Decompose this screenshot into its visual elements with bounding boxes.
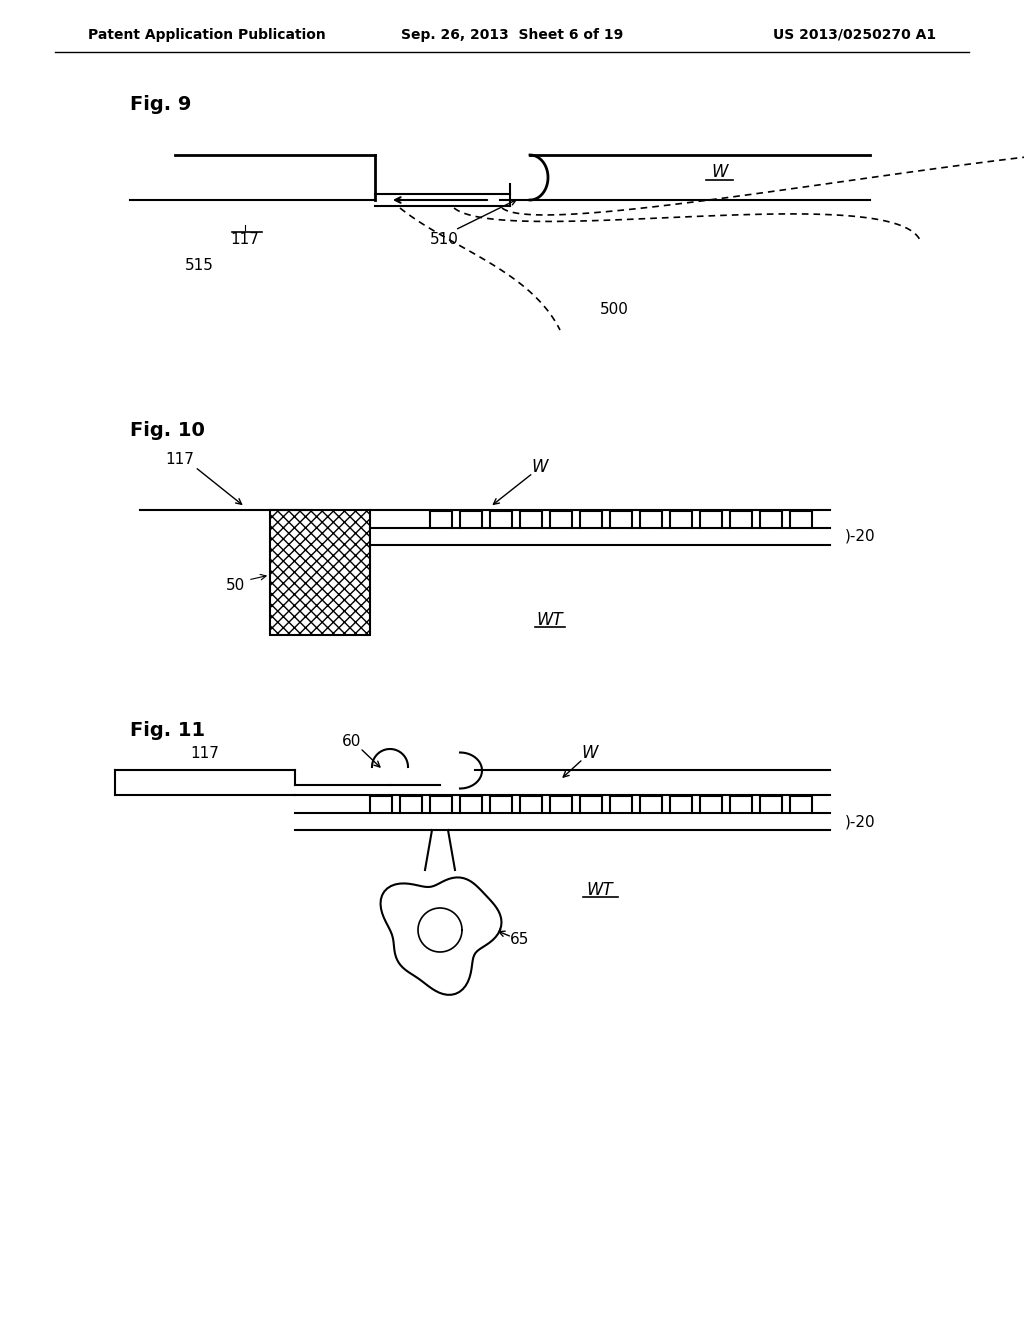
Text: )-20: )-20 bbox=[845, 814, 876, 829]
Text: 60: 60 bbox=[342, 734, 361, 750]
Text: W: W bbox=[531, 458, 548, 477]
Text: Fig. 10: Fig. 10 bbox=[130, 421, 205, 440]
Text: US 2013/0250270 A1: US 2013/0250270 A1 bbox=[773, 28, 936, 42]
Text: Fig. 9: Fig. 9 bbox=[130, 95, 191, 115]
Text: W: W bbox=[582, 744, 598, 762]
Text: 50: 50 bbox=[225, 578, 245, 593]
Text: )-20: )-20 bbox=[845, 528, 876, 544]
Text: 65: 65 bbox=[510, 932, 529, 948]
Text: Patent Application Publication: Patent Application Publication bbox=[88, 28, 326, 42]
Text: Sep. 26, 2013  Sheet 6 of 19: Sep. 26, 2013 Sheet 6 of 19 bbox=[400, 28, 624, 42]
Text: WT: WT bbox=[537, 611, 563, 630]
Text: 515: 515 bbox=[185, 257, 214, 272]
Text: WT: WT bbox=[587, 880, 613, 899]
Text: 117: 117 bbox=[230, 232, 259, 248]
Text: W: W bbox=[712, 162, 728, 181]
Text: Fig. 11: Fig. 11 bbox=[130, 721, 205, 739]
Bar bbox=[270, 510, 370, 635]
Text: 510: 510 bbox=[430, 232, 459, 248]
Text: 117: 117 bbox=[190, 746, 219, 760]
Text: 117: 117 bbox=[165, 453, 194, 467]
Text: 500: 500 bbox=[600, 302, 629, 318]
